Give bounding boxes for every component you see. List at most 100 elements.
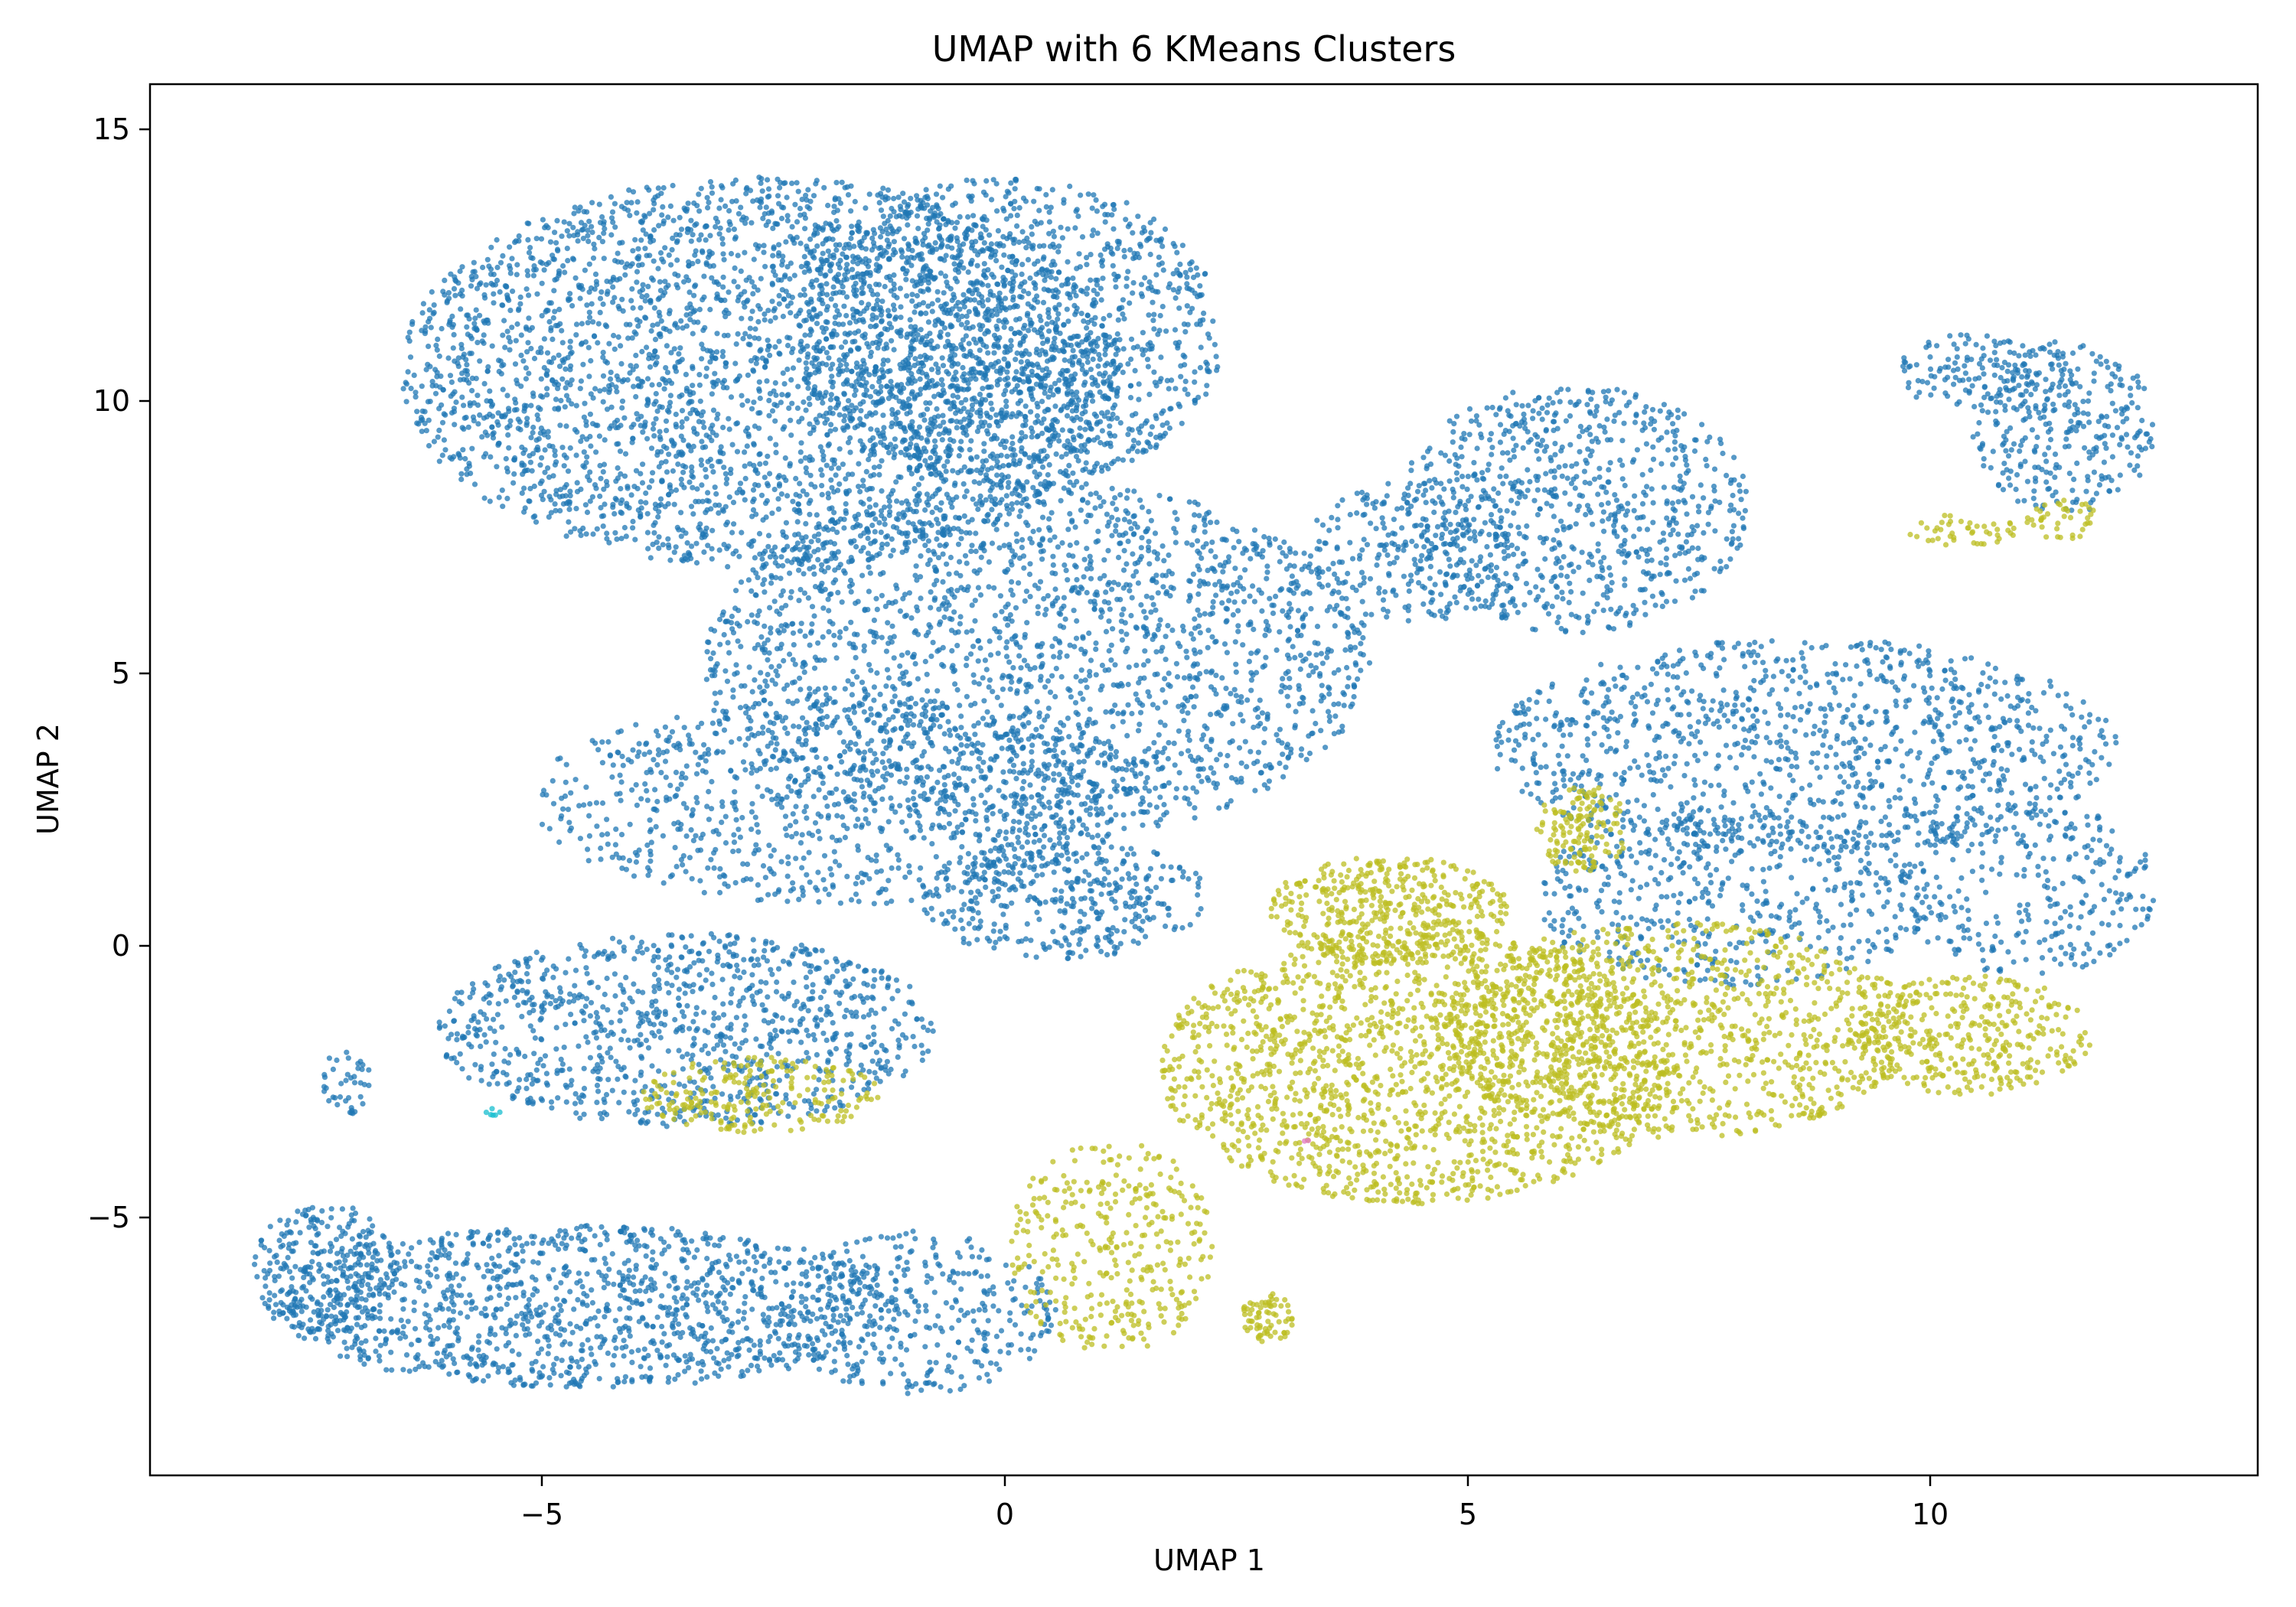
scatter-point — [707, 307, 713, 312]
scatter-point — [876, 472, 882, 478]
scatter-point — [869, 384, 875, 390]
scatter-point — [1071, 334, 1077, 339]
scatter-point — [539, 376, 544, 382]
scatter-point — [795, 501, 801, 507]
scatter-point — [770, 408, 775, 413]
scatter-point — [1100, 263, 1105, 269]
scatter-point — [964, 325, 969, 331]
scatter-point — [783, 240, 788, 245]
scatter-point — [926, 538, 931, 543]
scatter-point — [1105, 548, 1110, 553]
scatter-point — [647, 235, 653, 240]
scatter-point — [432, 438, 437, 444]
scatter-point — [551, 288, 556, 293]
scatter-point — [890, 488, 895, 494]
scatter-point — [935, 298, 941, 303]
scatter-point — [1072, 225, 1078, 230]
scatter-point — [840, 461, 846, 467]
scatter-point — [1080, 468, 1085, 473]
scatter-point — [982, 373, 987, 378]
scatter-point — [610, 299, 615, 305]
scatter-point — [464, 362, 469, 367]
scatter-point — [1050, 554, 1055, 559]
scatter-point — [752, 497, 757, 502]
scatter-point — [509, 256, 514, 261]
scatter-point — [981, 190, 987, 195]
scatter-point — [984, 411, 990, 416]
scatter-point — [917, 425, 922, 430]
scatter-point — [891, 247, 896, 253]
scatter-point — [950, 360, 955, 365]
scatter-point — [699, 186, 704, 191]
scatter-point — [991, 350, 996, 356]
scatter-point — [899, 254, 905, 259]
scatter-point — [565, 228, 570, 233]
scatter-point — [729, 530, 735, 535]
scatter-point — [795, 406, 801, 411]
scatter-point — [1176, 305, 1182, 311]
scatter-point — [691, 425, 696, 431]
scatter-point — [1035, 364, 1041, 370]
scatter-point — [594, 279, 599, 284]
scatter-point — [758, 396, 763, 401]
scatter-point — [983, 657, 988, 663]
scatter-point — [868, 426, 873, 432]
scatter-point — [595, 340, 600, 345]
scatter-point — [892, 693, 898, 699]
scatter-point — [640, 429, 645, 435]
scatter-point — [596, 321, 602, 327]
scatter-point — [1069, 416, 1075, 421]
scatter-point — [670, 236, 675, 241]
scatter-point — [828, 478, 833, 483]
scatter-point — [1088, 278, 1093, 283]
scatter-point — [979, 467, 984, 472]
scatter-point — [955, 470, 960, 475]
scatter-point — [697, 521, 703, 526]
scatter-point — [660, 221, 666, 227]
scatter-point — [736, 211, 742, 217]
scatter-point — [690, 331, 696, 336]
scatter-point — [1019, 281, 1024, 286]
scatter-point — [826, 608, 831, 613]
scatter-point — [872, 464, 877, 470]
scatter-point — [843, 331, 848, 336]
scatter-point — [618, 486, 623, 491]
scatter-point — [755, 319, 761, 324]
scatter-point — [1161, 433, 1166, 438]
scatter-point — [1179, 421, 1185, 426]
scatter-point — [919, 475, 925, 481]
scatter-point — [1093, 647, 1098, 652]
scatter-point — [566, 468, 571, 474]
scatter-point — [972, 248, 977, 253]
scatter-point — [1094, 278, 1100, 283]
scatter-point — [1049, 275, 1054, 280]
scatter-point — [1195, 608, 1200, 613]
scatter-point — [932, 419, 938, 424]
scatter-point — [881, 738, 886, 744]
scatter-point — [777, 293, 782, 298]
scatter-point — [1039, 334, 1045, 340]
scatter-point — [1175, 345, 1180, 350]
scatter-point — [881, 442, 886, 448]
scatter-point — [570, 225, 576, 230]
scatter-point — [798, 339, 804, 344]
scatter-point — [860, 501, 866, 507]
scatter-point — [694, 560, 700, 566]
scatter-point — [568, 339, 573, 344]
scatter-point — [489, 403, 494, 409]
scatter-point — [1019, 359, 1024, 364]
scatter-point — [1150, 702, 1156, 707]
scatter-point — [790, 547, 795, 553]
scatter-point — [965, 409, 970, 415]
scatter-point — [1078, 425, 1083, 431]
scatter-point — [788, 310, 793, 315]
scatter-point — [920, 256, 925, 262]
scatter-point — [966, 520, 971, 525]
scatter-point — [1052, 305, 1058, 311]
scatter-point — [1006, 474, 1011, 479]
scatter-point — [510, 288, 515, 294]
scatter-point — [889, 206, 894, 211]
scatter-point — [676, 527, 681, 533]
scatter-point — [912, 378, 918, 383]
scatter-point — [961, 353, 967, 358]
